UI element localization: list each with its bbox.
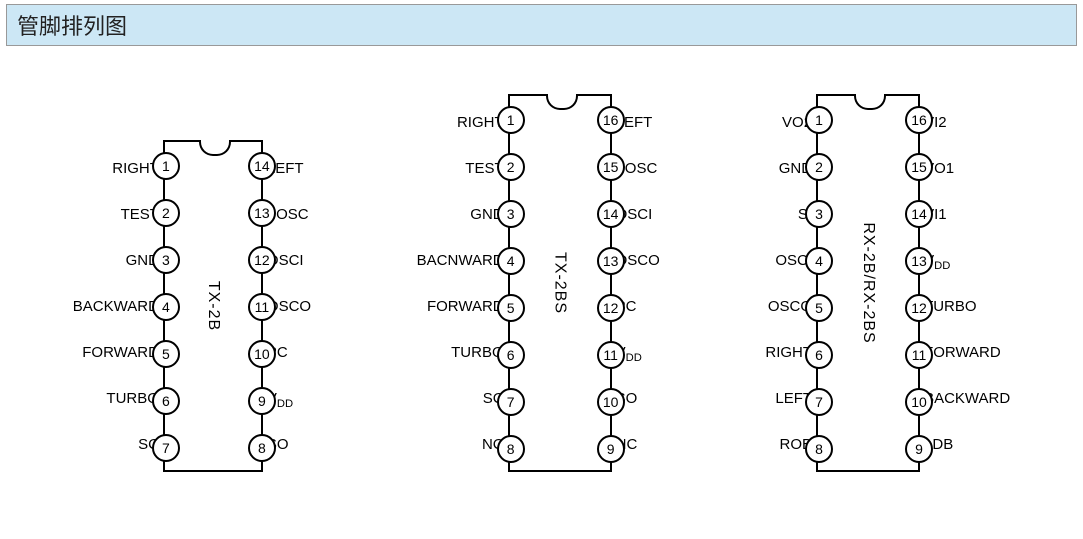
pin: 10 — [248, 340, 276, 368]
pin: 7 — [152, 434, 180, 462]
pin: 14 — [597, 200, 625, 228]
notch-icon — [854, 94, 886, 110]
chip: RIGHTTESTGNDBACKWARDFORWARDTURBOSCTX-2B1… — [69, 142, 315, 472]
chip-body: TX-2B1234567141312111098 — [163, 142, 263, 472]
pin: 6 — [152, 387, 180, 415]
pin: 1 — [805, 106, 833, 134]
chip: RIGHTTESTGNDBACNWARDFORWARDTURBOSCNCTX-2… — [413, 96, 664, 472]
chips-row: RIGHTTESTGNDBACKWARDFORWARDTURBOSCTX-2B1… — [0, 46, 1083, 492]
pin: 15 — [905, 153, 933, 181]
pins-right: 16 15 14 13 12 11 10 9 — [597, 96, 623, 463]
pin: 8 — [248, 434, 276, 462]
right-labels: VI2VO1VI1VDDTURBOFORWARDBACKWARDLDB — [920, 100, 1014, 468]
pin: 6 — [805, 341, 833, 369]
pin: 10 — [905, 388, 933, 416]
notch-icon — [546, 94, 578, 110]
pin: 2 — [497, 153, 525, 181]
pin: 14 — [905, 200, 933, 228]
pin: 9 — [248, 387, 276, 415]
left-labels: RIGHTTESTGNDBACKWARDFORWARDTURBOSC — [69, 146, 163, 468]
pin: 11 — [597, 341, 625, 369]
pin: 4 — [805, 247, 833, 275]
pin: 15 — [597, 153, 625, 181]
pin: 3 — [152, 246, 180, 274]
pin: 13 — [248, 199, 276, 227]
pin: 5 — [805, 294, 833, 322]
pin-label: FORWARD — [78, 330, 163, 376]
pins-left: 1 2 3 4 5 6 7 8 — [805, 96, 831, 463]
pin-label: BACNWARD — [413, 238, 508, 284]
pin: 4 — [497, 247, 525, 275]
pin: 3 — [805, 200, 833, 228]
pin: 10 — [597, 388, 625, 416]
pin: 4 — [152, 293, 180, 321]
pin: 13 — [905, 247, 933, 275]
pin: 12 — [248, 246, 276, 274]
pin: 3 — [497, 200, 525, 228]
pin: 16 — [905, 106, 933, 134]
pin: 5 — [497, 294, 525, 322]
pin: 1 — [152, 152, 180, 180]
pin: 13 — [597, 247, 625, 275]
pin: 11 — [248, 293, 276, 321]
pins-left: 1 2 3 4 5 6 7 — [152, 142, 178, 462]
pin-label: BACKWARD — [920, 376, 1014, 422]
page: 管脚排列图 RIGHTTESTGNDBACKWARDFORWARDTURBOSC… — [0, 4, 1083, 539]
pin: 8 — [805, 435, 833, 463]
pin: 9 — [597, 435, 625, 463]
page-title: 管脚排列图 — [6, 4, 1077, 46]
pin: 5 — [152, 340, 180, 368]
pin: 8 — [497, 435, 525, 463]
pin-label: FORWARD — [423, 284, 508, 330]
pin: 1 — [497, 106, 525, 134]
chip-body: RX-2B/RX-2BS12345678161514131211109 — [816, 96, 920, 472]
pin: 7 — [805, 388, 833, 416]
pin: 16 — [597, 106, 625, 134]
pin: 14 — [248, 152, 276, 180]
pin: 9 — [905, 435, 933, 463]
pins-left: 1 2 3 4 5 6 7 8 — [497, 96, 523, 463]
pins-right: 14 13 12 11 10 9 8 — [248, 142, 274, 462]
notch-icon — [199, 140, 231, 156]
chip-name: TX-2B — [204, 281, 222, 331]
pin: 11 — [905, 341, 933, 369]
pin: 12 — [905, 294, 933, 322]
chip-name: TX-2BS — [551, 252, 569, 314]
pins-right: 16 15 14 13 12 11 10 9 — [905, 96, 931, 463]
pin: 6 — [497, 341, 525, 369]
pin: 2 — [805, 153, 833, 181]
pin: 2 — [152, 199, 180, 227]
chip: VO2GNDSIOSCIOSCORIGHTLEFTROBRX-2B/RX-2BS… — [761, 96, 1014, 472]
left-labels: RIGHTTESTGNDBACNWARDFORWARDTURBOSCNC — [413, 100, 508, 468]
chip-name: RX-2B/RX-2BS — [859, 222, 877, 343]
chip-body: TX-2BS12345678161514131211109 — [508, 96, 612, 472]
pin-label: BACKWARD — [69, 284, 163, 330]
pin: 12 — [597, 294, 625, 322]
pin: 7 — [497, 388, 525, 416]
